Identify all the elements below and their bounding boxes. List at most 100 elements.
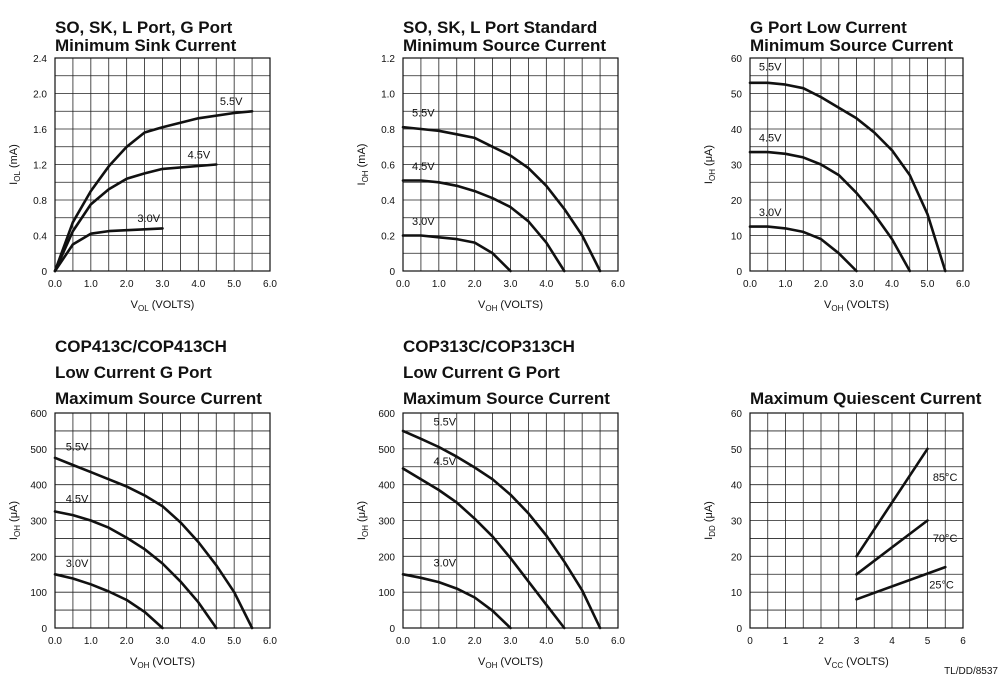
- x-tick-label: 0.0: [743, 279, 757, 290]
- x-tick-label: 2.0: [120, 636, 134, 647]
- y-tick-label: 0.6: [381, 161, 395, 172]
- x-axis-label-unit: (VOLTS): [843, 299, 889, 311]
- chart-title-line: Maximum Source Current: [403, 389, 610, 408]
- y-tick-label: 60: [731, 54, 743, 65]
- chart-title-line: Low Current G Port: [403, 363, 560, 382]
- x-tick-label: 0: [747, 636, 753, 647]
- x-axis-label-main: V: [130, 656, 138, 668]
- y-tick-label: 300: [30, 517, 47, 528]
- chart-panel-4: COP413C/COP413CH Low Current G Port Maximu…: [8, 337, 277, 670]
- y-axis-label-main: I: [703, 537, 715, 540]
- chart-title-line: SO, SK, L Port Standard: [403, 18, 597, 37]
- x-tick-label: 3: [854, 636, 860, 647]
- series-line: [401, 125, 602, 273]
- y-tick-label: 50: [731, 445, 743, 456]
- x-tick-label: 0.0: [48, 279, 62, 290]
- x-tick-label: 2.0: [814, 279, 828, 290]
- y-axis-label: IDD (μA): [703, 501, 717, 540]
- x-tick-label: 0.0: [396, 279, 410, 290]
- y-tick-label: 1.2: [33, 161, 47, 172]
- x-axis-label: VOH (VOLTS): [478, 656, 543, 670]
- chart-title-line: Maximum Quiescent Current: [750, 389, 982, 408]
- y-tick-label: 100: [378, 588, 395, 599]
- y-tick-label: 500: [378, 445, 395, 456]
- x-tick-label: 5.0: [921, 279, 935, 290]
- figure-code: TL/DD/8537: [944, 666, 998, 677]
- series-line: [748, 225, 858, 273]
- series-label: 4.5V: [759, 132, 782, 144]
- y-axis-label-unit: (mA): [356, 144, 368, 171]
- chart-title-line: G Port Low Current: [750, 18, 907, 37]
- x-axis-label: VOH (VOLTS): [824, 299, 889, 313]
- y-tick-label: 50: [731, 90, 743, 101]
- series-label: 5.5V: [66, 442, 89, 454]
- x-tick-label: 5.0: [575, 636, 589, 647]
- x-axis-label-subscript: OH: [137, 661, 149, 670]
- series-label: 5.5V: [433, 417, 456, 429]
- x-tick-label: 4.0: [539, 636, 553, 647]
- x-axis-label: VOL (VOLTS): [131, 299, 195, 313]
- x-tick-label: 1.0: [779, 279, 793, 290]
- x-axis-label-main: V: [131, 299, 139, 311]
- y-tick-label: 40: [731, 125, 743, 136]
- series-label: 4.5V: [66, 494, 89, 506]
- x-axis-label: VCC (VOLTS): [824, 656, 889, 670]
- x-tick-label: 5.0: [575, 279, 589, 290]
- x-axis-label-unit: (VOLTS): [497, 299, 543, 311]
- x-tick-label: 6.0: [611, 636, 625, 647]
- x-tick-label: 5: [925, 636, 931, 647]
- series-label: 5.5V: [220, 96, 243, 108]
- y-axis-label: IOH (mA): [356, 144, 370, 186]
- series-line: [401, 429, 602, 630]
- y-axis-label: IOL (mA): [8, 144, 22, 185]
- x-axis-label-subscript: OH: [485, 304, 497, 313]
- y-tick-label: 1.0: [381, 90, 395, 101]
- y-tick-label: 1.6: [33, 125, 47, 136]
- y-axis-label: IOH (μA): [356, 501, 370, 540]
- chart-title-line: Minimum Source Current: [750, 36, 953, 55]
- y-tick-label: 10: [731, 232, 743, 243]
- series-label: 5.5V: [759, 61, 782, 73]
- x-tick-label: 1.0: [84, 636, 98, 647]
- y-tick-label: 1.2: [381, 54, 395, 65]
- plot-frame: [749, 412, 964, 629]
- x-tick-label: 3.0: [156, 279, 170, 290]
- y-tick-label: 2.4: [33, 54, 47, 65]
- y-tick-label: 0.2: [381, 232, 395, 243]
- y-axis-label-main: I: [8, 537, 20, 540]
- y-tick-label: 0.4: [381, 196, 395, 207]
- series-label: 3.0V: [759, 207, 782, 219]
- series-label: 3.0V: [66, 558, 89, 570]
- x-axis-label-main: V: [824, 656, 832, 668]
- y-axis-label-unit: (μA): [356, 501, 368, 525]
- y-axis-label: IOH (μA): [703, 145, 717, 184]
- y-tick-label: 500: [30, 445, 47, 456]
- y-tick-label: 600: [30, 409, 47, 420]
- x-tick-label: 2.0: [468, 279, 482, 290]
- y-axis-label: IOH (μA): [8, 501, 22, 540]
- y-axis-label-main: I: [8, 182, 20, 185]
- series-line: [53, 227, 164, 273]
- x-tick-label: 0.0: [396, 636, 410, 647]
- y-tick-label: 20: [731, 552, 743, 563]
- x-tick-label: 3.0: [156, 636, 170, 647]
- y-tick-label: 400: [30, 481, 47, 492]
- x-tick-label: 4.0: [539, 279, 553, 290]
- x-tick-label: 6.0: [956, 279, 970, 290]
- chart-title-line: Maximum Source Current: [55, 389, 262, 408]
- y-axis-label-subscript: DD: [708, 525, 717, 537]
- y-axis-label-subscript: OH: [361, 525, 370, 537]
- y-axis-label-subscript: OH: [13, 525, 22, 537]
- y-tick-label: 40: [731, 481, 743, 492]
- x-tick-label: 3.0: [850, 279, 864, 290]
- y-tick-label: 200: [378, 552, 395, 563]
- y-tick-label: 300: [378, 517, 395, 528]
- series-label: 70°C: [933, 533, 958, 545]
- chart-title-line: SO, SK, L Port, G Port: [55, 18, 233, 37]
- y-tick-label: 200: [30, 552, 47, 563]
- chart-title-line: Minimum Sink Current: [55, 36, 237, 55]
- y-tick-label: 0: [389, 267, 395, 278]
